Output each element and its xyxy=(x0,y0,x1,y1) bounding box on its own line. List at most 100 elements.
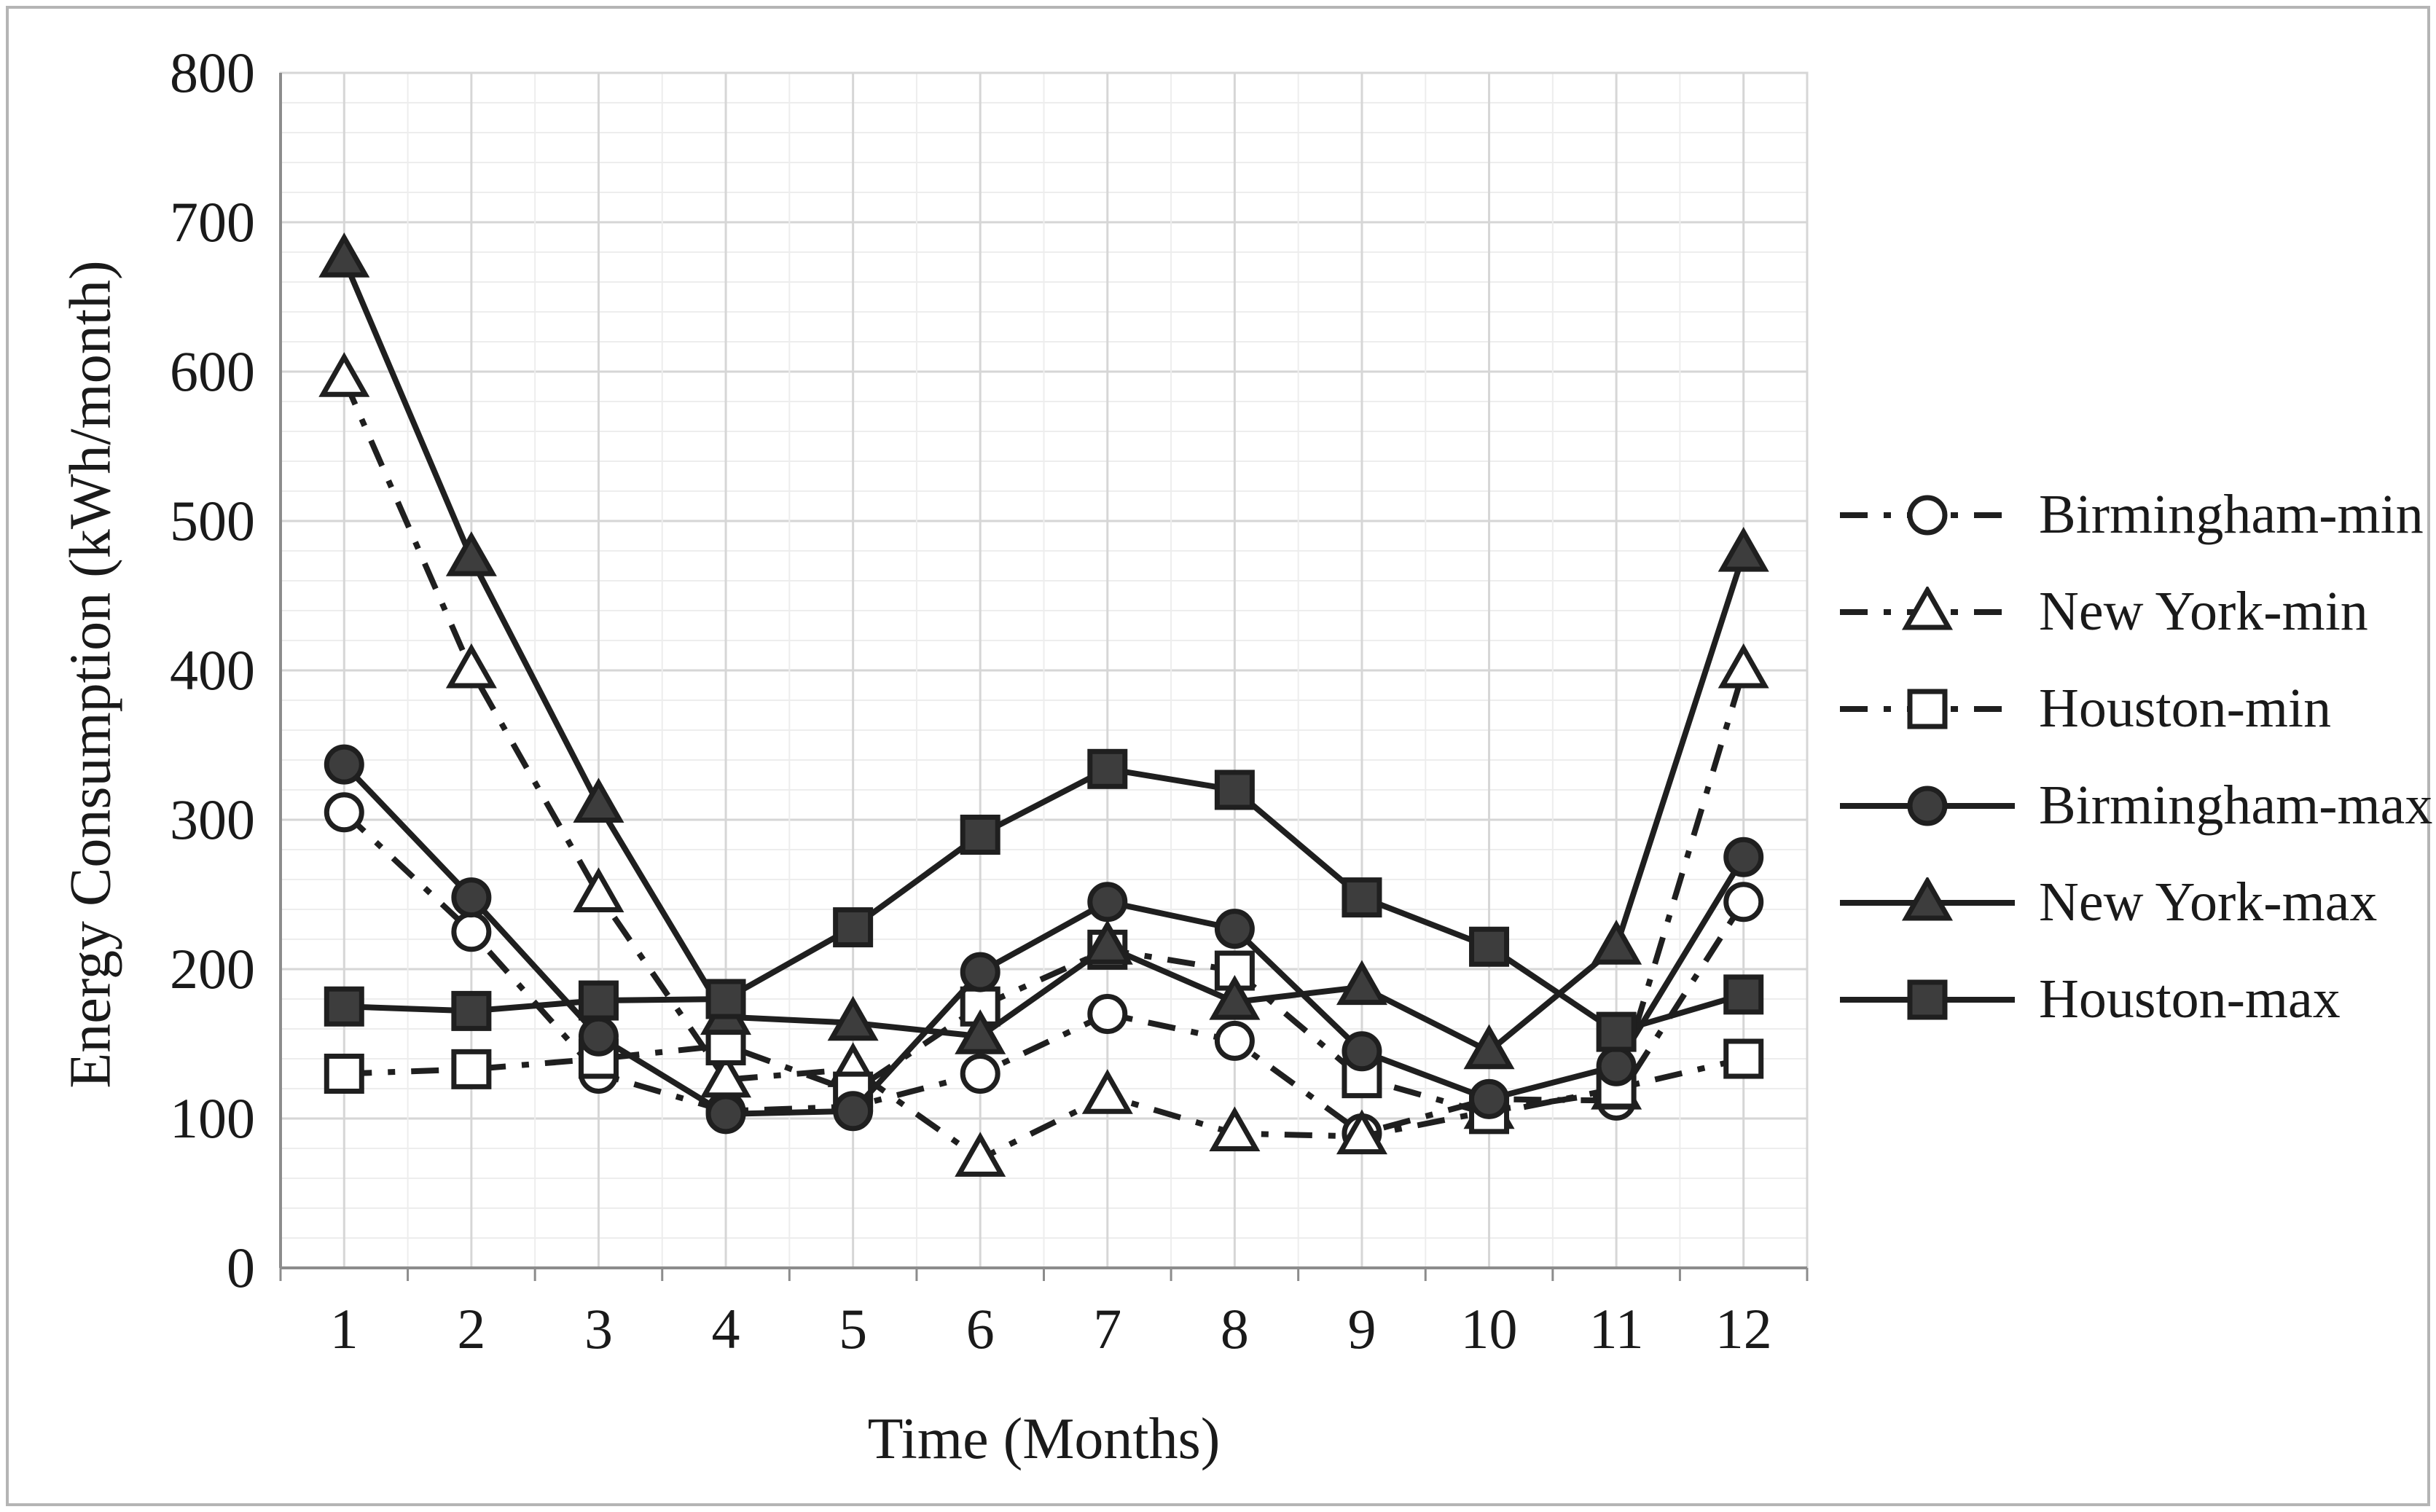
marker-new-york-max xyxy=(1081,920,1133,965)
marker-houston-min xyxy=(451,1049,492,1089)
marker-new-york-min xyxy=(445,643,497,689)
legend-sample-houston-max xyxy=(1840,979,2015,1019)
legend-item-houston-max: Houston-max xyxy=(1836,951,2434,1048)
marker-new-york-max xyxy=(1209,975,1261,1020)
legend-circle-filled-icon xyxy=(1907,786,1948,826)
marker-new-york-max xyxy=(1336,960,1387,1006)
marker-new-york-min xyxy=(318,352,370,397)
legend-label: New York-max xyxy=(2039,871,2378,933)
y-tick-label: 400 xyxy=(170,638,255,702)
marker-birmingham-max xyxy=(1596,1046,1637,1086)
x-tick-label: 3 xyxy=(584,1297,613,1360)
legend-label: Birmingham-max xyxy=(2039,775,2433,836)
x-tick-label: 12 xyxy=(1715,1297,1772,1360)
marker-birmingham-max xyxy=(705,1094,746,1135)
series-line-houston-min xyxy=(344,947,1744,1117)
legend-sample-houston-min xyxy=(1840,689,2015,729)
image-border xyxy=(6,6,2430,1506)
legend-square-filled-icon xyxy=(1907,979,1948,1019)
marker-houston-max xyxy=(705,979,746,1019)
y-tick-label: 500 xyxy=(170,489,255,552)
y-tick-label: 800 xyxy=(170,41,255,104)
y-tick-label: 200 xyxy=(170,937,255,1000)
series-line-houston-max xyxy=(344,766,1744,1035)
marker-houston-max xyxy=(1596,1011,1637,1052)
marker-new-york-max xyxy=(955,1009,1006,1054)
series-line-birmingham-max xyxy=(342,762,1747,1117)
marker-new-york-min xyxy=(1209,1106,1261,1151)
marker-houston-max xyxy=(1723,974,1764,1015)
marker-houston-max xyxy=(1342,877,1382,918)
series-line-new-york-max xyxy=(341,258,1747,1055)
y-tick-label: 300 xyxy=(170,788,255,851)
series-houston-max xyxy=(324,748,1764,1052)
legend-square-open-icon xyxy=(1907,689,1948,729)
legend-item-new-york-min: New York-min xyxy=(1836,563,2434,660)
series-new-york-max xyxy=(318,232,1769,1070)
marker-birmingham-max xyxy=(960,952,1000,992)
marker-houston-max xyxy=(1087,748,1128,789)
marker-new-york-max xyxy=(1463,1024,1515,1070)
marker-birmingham-min xyxy=(960,1054,1000,1094)
marker-houston-max xyxy=(960,815,1000,855)
marker-new-york-max xyxy=(1718,527,1769,572)
x-tick-label: 9 xyxy=(1347,1297,1376,1360)
marker-houston-max xyxy=(1469,926,1510,967)
legend-triangle-open-icon xyxy=(1901,586,1954,630)
marker-houston-min xyxy=(1723,1038,1764,1079)
legend-label: Birmingham-min xyxy=(2039,484,2424,545)
legend-label: Houston-min xyxy=(2039,678,2332,739)
marker-new-york-max xyxy=(573,777,624,823)
legend-item-new-york-max: New York-max xyxy=(1836,854,2434,951)
x-tick-label: 1 xyxy=(330,1297,359,1360)
y-axis-title: Energy Consumption (kWh/month) xyxy=(58,260,123,1089)
marker-new-york-max xyxy=(827,995,879,1041)
marker-birmingham-min xyxy=(451,912,492,952)
legend-item-birmingham-max: Birmingham-max xyxy=(1836,757,2434,854)
legend-sample-new-york-min xyxy=(1840,586,2015,630)
x-tick-label: 2 xyxy=(457,1297,485,1360)
marker-birmingham-max xyxy=(324,744,364,785)
marker-birmingham-max xyxy=(1214,909,1255,949)
legend-sample-birmingham-min xyxy=(1840,495,2015,535)
x-axis-title: Time (Months) xyxy=(867,1407,1221,1471)
x-tick-label: 5 xyxy=(839,1297,867,1360)
marker-new-york-min xyxy=(1336,1109,1387,1155)
x-tick-label: 8 xyxy=(1221,1297,1249,1360)
marker-birmingham-max xyxy=(1342,1031,1382,1072)
legend-sample-new-york-max xyxy=(1840,877,2015,920)
marker-houston-max xyxy=(578,980,619,1021)
series-line-birmingham-min xyxy=(342,810,1747,1137)
legend-circle-open-icon xyxy=(1907,495,1948,535)
marker-houston-max xyxy=(324,986,364,1027)
y-tick-label: 0 xyxy=(227,1236,255,1299)
marker-new-york-min xyxy=(955,1132,1006,1177)
marker-birmingham-max xyxy=(833,1091,874,1132)
marker-houston-max xyxy=(1214,769,1255,810)
marker-birmingham-max xyxy=(451,877,492,918)
legend-triangle-filled-icon xyxy=(1901,877,1954,920)
y-tick-label: 700 xyxy=(170,190,255,254)
marker-houston-min xyxy=(324,1054,364,1094)
series-birmingham-max xyxy=(324,744,1764,1135)
marker-new-york-min xyxy=(573,867,624,912)
x-tick-label: 4 xyxy=(712,1297,740,1360)
legend-item-birmingham-min: Birmingham-min xyxy=(1836,466,2434,563)
marker-birmingham-min xyxy=(1214,1020,1255,1061)
x-tick-label: 10 xyxy=(1461,1297,1518,1360)
chart-legend: Birmingham-min New York-min Houston-min Bir… xyxy=(1836,466,2434,1048)
x-tick-label: 11 xyxy=(1589,1297,1644,1360)
marker-new-york-min xyxy=(1081,1069,1133,1114)
marker-new-york-max xyxy=(1591,920,1642,965)
legend-label: New York-min xyxy=(2039,581,2368,642)
marker-birmingham-max xyxy=(1723,837,1764,877)
x-tick-label: 6 xyxy=(966,1297,995,1360)
series-line-new-york-min xyxy=(341,377,1747,1162)
marker-birmingham-min xyxy=(1087,994,1128,1034)
x-tick-label: 7 xyxy=(1093,1297,1121,1360)
marker-birmingham-max xyxy=(578,1016,619,1057)
marker-new-york-max xyxy=(318,232,370,278)
legend-label: Houston-max xyxy=(2039,968,2341,1030)
